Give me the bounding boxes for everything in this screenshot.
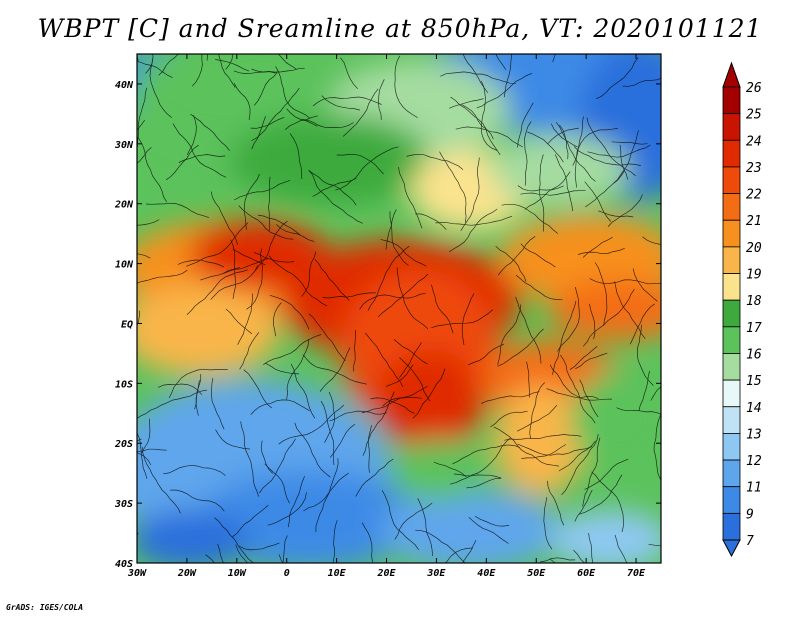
colorbar-label: 14 (746, 401, 762, 416)
colorbar-top-arrow (722, 61, 741, 88)
lat-tick-label: 20N (114, 200, 134, 211)
colorbar-swatch (722, 353, 741, 381)
colorbar-label: 19 (746, 268, 762, 283)
colorbar-label: 22 (746, 188, 762, 203)
colorbar-swatch (722, 512, 741, 541)
colorbar-swatch (722, 139, 741, 168)
colorbar-label: 21 (746, 214, 762, 229)
colorbar-swatch (722, 433, 741, 461)
colorbar-swatch (722, 273, 741, 301)
colorbar-label: 25 (746, 108, 762, 123)
colorbar-label: 17 (746, 321, 762, 336)
lat-tick-label: 10N (115, 260, 134, 271)
colorbar-label: 13 (746, 427, 762, 442)
lat-tick-label: 40N (115, 80, 134, 91)
lon-tick-label: 40E (477, 568, 496, 579)
colorbar: 26 25 24 23 22 21 20 19 18 17 16 15 14 13 12 11 9 7 (722, 61, 762, 558)
colorbar-swatch (722, 193, 741, 221)
colorbar-swatch (722, 86, 741, 115)
lon-tick-label: 20E (376, 568, 396, 579)
colorbar-bottom-arrow (722, 539, 741, 558)
colorbar-swatch (722, 246, 741, 274)
lon-tick-label: 70E (627, 568, 646, 579)
colorbar-label: 20 (746, 241, 762, 256)
colorbar-swatch (722, 166, 741, 194)
colorbar-swatch (722, 459, 741, 488)
lon-tick-label: 0 (284, 568, 290, 579)
colorbar-label: 9 (746, 507, 754, 522)
colorbar-label: 12 (746, 454, 762, 469)
colorbar-swatch (722, 406, 741, 434)
colorbar-label: 18 (746, 294, 762, 309)
lat-tick-label: 30N (114, 140, 134, 151)
colorbar-swatch (722, 379, 741, 408)
credit-label: GrADS: IGES/COLA (6, 603, 84, 612)
lon-tick-label: 50E (527, 568, 546, 579)
wbpt-shading (137, 54, 661, 563)
colorbar-swatch (722, 299, 741, 328)
colorbar-label: 24 (746, 134, 762, 149)
map-frame (136, 53, 662, 564)
colorbar-swatch (722, 486, 741, 514)
lon-tick-label: 60E (577, 568, 596, 579)
lat-tick-label: 20S (114, 439, 133, 450)
colorbar-swatch (722, 219, 741, 248)
map-title: WBPT [C] and Sreamline at 850hPa, VT: 20… (37, 14, 763, 43)
colorbar-label: 23 (746, 161, 762, 176)
lon-tick-label: 10W (228, 568, 247, 579)
lon-tick-label: 30W (127, 568, 147, 579)
colorbar-label: 7 (746, 534, 754, 549)
lat-tick-label: 30S (114, 499, 133, 510)
colorbar-swatch (722, 113, 741, 141)
lat-tick-label: 10S (115, 379, 133, 390)
colorbar-label: 11 (746, 481, 762, 496)
lon-tick-label: 20W (177, 568, 197, 579)
colorbar-label: 16 (746, 347, 762, 362)
colorbar-swatch (722, 326, 741, 354)
lat-tick-label: EQ (121, 319, 133, 330)
lon-tick-label: 30E (426, 568, 446, 579)
lat-tick-label: 40S (115, 559, 133, 570)
colorbar-label: 26 (746, 81, 762, 96)
colorbar-label: 15 (746, 374, 762, 389)
lon-tick-label: 10E (328, 568, 347, 579)
